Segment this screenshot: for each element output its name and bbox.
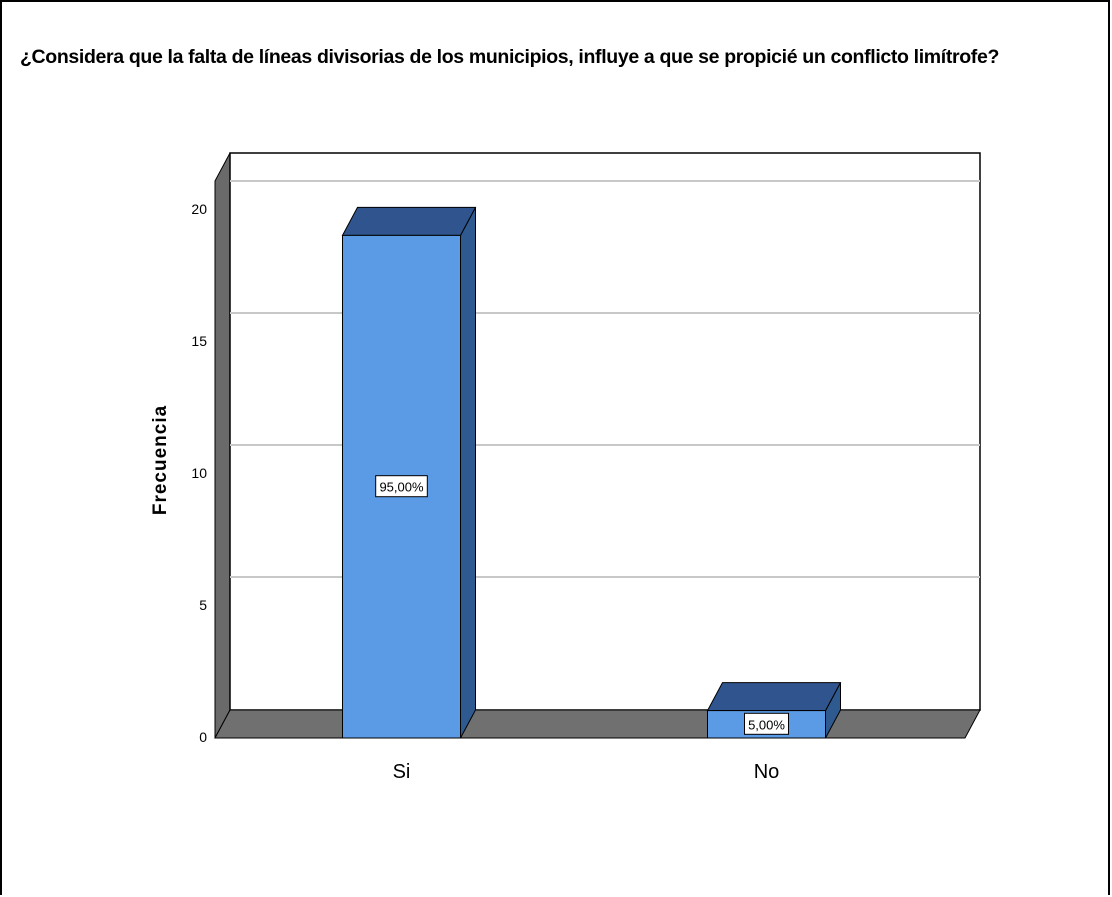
y-axis-label: Frecuencia — [150, 405, 171, 515]
chart-title: ¿Considera que la falta de líneas diviso… — [20, 46, 1000, 68]
x-axis-categories: Si No — [393, 761, 780, 783]
data-label: 95,00% — [379, 480, 424, 495]
bar-side-face — [460, 207, 476, 739]
y-tick-label: 5 — [199, 597, 207, 613]
chart-floor — [214, 709, 981, 739]
bars: 95,00% 5,00% — [341, 206, 842, 739]
y-axis-ticks: 0 5 10 15 20 — [191, 201, 207, 745]
bar-top-face — [341, 206, 477, 236]
data-label: 5,00% — [748, 717, 785, 732]
x-category-label: Si — [393, 761, 411, 783]
y-tick-label: 0 — [199, 729, 207, 745]
bar-no: 5,00% — [706, 682, 842, 739]
bar-si: 95,00% — [341, 206, 477, 739]
x-category-label: No — [754, 761, 780, 783]
y-tick-label: 15 — [191, 333, 207, 349]
left-wall-side — [214, 152, 231, 739]
y-tick-label: 20 — [191, 201, 207, 217]
y-tick-label: 10 — [191, 465, 207, 481]
data-label-box — [744, 712, 789, 735]
bar-top-face — [706, 682, 842, 712]
data-label-box — [375, 475, 428, 498]
